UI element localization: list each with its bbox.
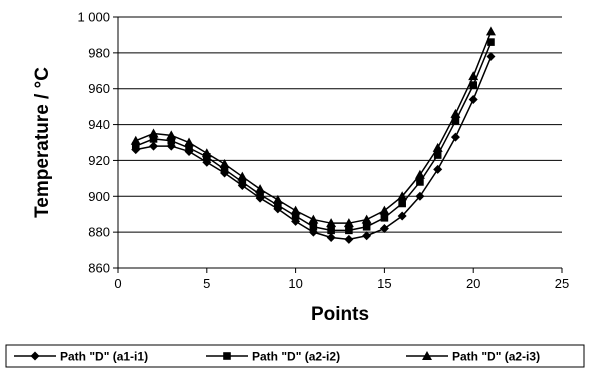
legend-label: Path "D" (a2-i2) bbox=[252, 350, 340, 364]
data-point bbox=[326, 233, 336, 243]
y-tick-label: 960 bbox=[88, 81, 110, 96]
y-tick-label: 940 bbox=[88, 117, 110, 132]
data-point bbox=[361, 214, 372, 224]
legend-label: Path "D" (a2-i3) bbox=[452, 350, 540, 364]
legend-box bbox=[5, 344, 585, 368]
data-point bbox=[201, 148, 212, 158]
data-point bbox=[309, 222, 318, 231]
data-point bbox=[149, 135, 158, 143]
x-tick-label: 25 bbox=[555, 276, 569, 291]
series-2 bbox=[131, 38, 495, 235]
data-point bbox=[256, 190, 264, 199]
data-point bbox=[237, 171, 248, 181]
data-point bbox=[345, 226, 353, 235]
data-point bbox=[414, 169, 425, 179]
data-point bbox=[308, 214, 319, 224]
legend-marker bbox=[223, 352, 231, 360]
data-point bbox=[416, 178, 424, 186]
data-point bbox=[433, 164, 443, 174]
y-tick-label: 980 bbox=[88, 45, 110, 60]
data-point bbox=[344, 234, 354, 244]
data-point bbox=[185, 144, 193, 152]
data-point bbox=[130, 135, 141, 145]
data-point bbox=[485, 26, 496, 36]
data-point bbox=[379, 205, 390, 215]
x-axis-title: Points bbox=[311, 304, 369, 325]
data-point bbox=[433, 151, 442, 159]
data-point bbox=[380, 214, 389, 222]
data-point bbox=[327, 226, 335, 235]
axes: 860 880 900 920 940 960 980 1 000 0 5 10 15 20 25 bbox=[77, 10, 569, 292]
data-point bbox=[487, 38, 495, 46]
data-point bbox=[291, 212, 300, 220]
y-tick-label: 860 bbox=[88, 261, 110, 276]
data-point bbox=[166, 130, 177, 140]
data-point bbox=[149, 141, 159, 151]
data-point bbox=[220, 165, 229, 174]
series-line bbox=[135, 41, 492, 232]
data-point bbox=[486, 51, 496, 61]
legend-marker bbox=[30, 351, 40, 361]
x-tick-label: 10 bbox=[288, 276, 302, 291]
data-point bbox=[219, 159, 230, 169]
data-point bbox=[468, 71, 479, 81]
data-point bbox=[343, 218, 354, 228]
data-point bbox=[432, 142, 443, 152]
data-point bbox=[184, 137, 195, 147]
legend-item: Path "D" (a2-i3) bbox=[406, 350, 540, 364]
data-point bbox=[131, 142, 140, 150]
data-point bbox=[290, 205, 301, 215]
data-point bbox=[469, 81, 477, 89]
y-tick-label: 880 bbox=[88, 225, 110, 240]
data-point bbox=[379, 224, 389, 234]
data-point bbox=[450, 132, 460, 142]
y-axis-title: Temperature / °C bbox=[32, 67, 53, 218]
data-point bbox=[468, 94, 478, 104]
series-line bbox=[135, 31, 492, 224]
y-tick-label: 900 bbox=[88, 189, 110, 204]
data-point bbox=[450, 108, 461, 118]
data-point bbox=[362, 222, 371, 231]
series-3 bbox=[130, 26, 496, 228]
data-point bbox=[148, 128, 159, 138]
data-point bbox=[362, 231, 372, 241]
x-tick-label: 15 bbox=[377, 276, 391, 291]
data-point bbox=[238, 178, 247, 186]
data-point bbox=[451, 117, 460, 125]
data-series bbox=[130, 26, 496, 244]
legend-item: Path "D" (a2-i2) bbox=[206, 350, 340, 364]
x-tick-label: 0 bbox=[114, 276, 121, 291]
legend: Path "D" (a1-i1) Path "D" (a2-i2) Path "D"… bbox=[5, 344, 585, 368]
gridlines bbox=[118, 16, 562, 269]
y-tick-label: 920 bbox=[88, 153, 110, 168]
legend-marker bbox=[422, 351, 432, 360]
data-point bbox=[326, 218, 337, 228]
data-point bbox=[167, 136, 176, 145]
data-point bbox=[398, 199, 406, 208]
legend-label: Path "D" (a1-i1) bbox=[60, 350, 148, 364]
x-tick-label: 20 bbox=[466, 276, 480, 291]
legend-item: Path "D" (a1-i1) bbox=[14, 350, 148, 364]
y-tick-label: 1 000 bbox=[77, 10, 110, 25]
data-point bbox=[272, 194, 283, 204]
data-point bbox=[415, 191, 425, 201]
data-point bbox=[255, 184, 266, 194]
data-point bbox=[397, 211, 407, 221]
data-point bbox=[397, 191, 408, 201]
x-tick-label: 5 bbox=[203, 276, 210, 291]
data-point bbox=[274, 201, 282, 210]
